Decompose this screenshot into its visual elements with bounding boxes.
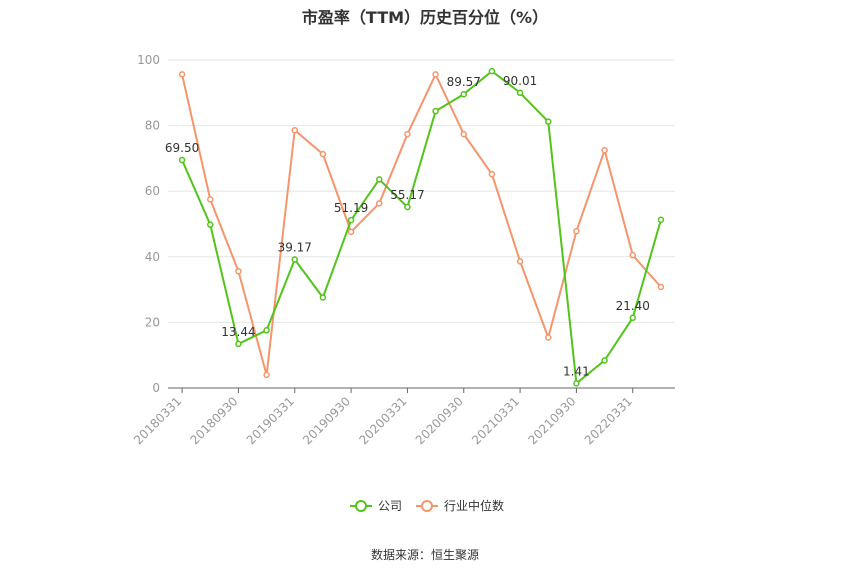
data-label: 39.17 [278, 241, 312, 255]
x-tick-label: 20190930 [300, 394, 353, 447]
x-tick-label: 20190331 [244, 394, 297, 447]
data-point [347, 228, 355, 236]
data-point [235, 340, 242, 348]
y-tick-label: 40 [145, 250, 160, 264]
data-point [319, 294, 327, 301]
y-tick-label: 100 [137, 53, 160, 67]
legend-label: 公司 [378, 499, 402, 513]
data-point [178, 71, 186, 78]
data-point [263, 371, 270, 379]
x-tick-label: 20180930 [187, 394, 240, 447]
data-point [573, 227, 580, 235]
data-label: 69.50 [165, 141, 199, 155]
x-tick-label: 20200930 [413, 394, 466, 447]
data-point [601, 146, 608, 154]
x-tick-label: 20200331 [356, 394, 409, 447]
series-line-1 [181, 73, 662, 376]
data-point [178, 156, 186, 164]
legend-marker [355, 500, 367, 512]
chart-title: 市盈率（TTM）历史百分位（%） [301, 8, 549, 27]
data-point [460, 90, 467, 98]
y-tick-label: 60 [145, 184, 160, 198]
data-point [404, 203, 411, 211]
data-point [460, 130, 467, 138]
legend-item-0: 公司 [350, 499, 402, 513]
data-point [657, 283, 665, 291]
data-point [207, 221, 214, 228]
data-point [347, 216, 355, 224]
data-label: 89.57 [447, 75, 481, 89]
axes: 0 20 40 60 80 100 20180331 20180930 20190331 2019… [131, 53, 675, 447]
data-point [319, 150, 327, 158]
data-point [376, 176, 383, 183]
data-point [432, 107, 439, 115]
series [178, 67, 665, 387]
data-label: 51.19 [334, 201, 368, 215]
data-point [629, 314, 636, 322]
data-point [545, 334, 552, 341]
y-tick-label: 80 [145, 119, 160, 133]
legend-label: 行业中位数 [444, 498, 504, 513]
data-source: 数据来源：恒生聚源 [370, 548, 479, 562]
y-tick-label: 0 [152, 381, 160, 395]
data-point [545, 118, 552, 125]
data-point [488, 67, 496, 75]
data-point [263, 327, 270, 334]
data-point [404, 130, 411, 138]
data-point [516, 258, 524, 265]
data-label: 55.17 [390, 188, 424, 202]
x-tick-label: 20180331 [131, 394, 184, 447]
data-label: 1.41 [563, 364, 590, 378]
data-point [516, 89, 524, 97]
data-point [432, 71, 439, 78]
data-point [657, 216, 665, 223]
data-label: 21.40 [616, 299, 650, 313]
data-point [291, 256, 298, 263]
data-point [573, 380, 580, 387]
x-tick-label: 20210930 [525, 394, 578, 447]
data-point [488, 170, 496, 178]
x-tick-label: 20210331 [469, 394, 522, 447]
data-labels: 69.50 13.44 39.17 51.19 55.17 89.57 90.01 1.41 2… [165, 74, 650, 379]
legend-item-1: 行业中位数 [416, 498, 504, 513]
data-point [291, 126, 298, 134]
legend-marker [421, 500, 433, 512]
data-label: 90.01 [503, 74, 537, 88]
data-point [376, 200, 383, 207]
data-point [601, 357, 608, 364]
data-label: 13.44 [221, 325, 255, 339]
data-point [235, 267, 242, 275]
x-tick-label: 20220331 [582, 394, 635, 447]
y-tick-label: 20 [145, 315, 160, 329]
series-line-0 [181, 70, 662, 385]
data-point [629, 251, 636, 259]
legend: 公司 行业中位数 [350, 498, 504, 513]
data-point [207, 196, 214, 203]
